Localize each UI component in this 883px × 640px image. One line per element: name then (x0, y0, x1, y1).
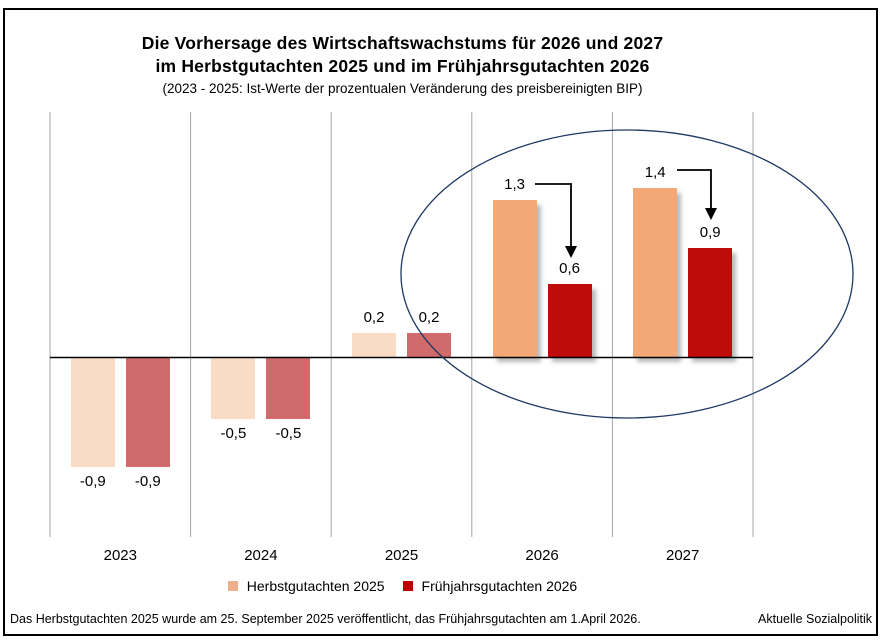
value-label-2025-series2: 0,2 (418, 308, 440, 326)
legend-swatch-2 (402, 581, 413, 591)
value-label-2027-series1: 1,4 (644, 163, 666, 181)
legend-label-1: Herbstgutachten 2025 (246, 578, 385, 594)
x-axis-label-2023: 2023 (103, 547, 137, 564)
legend-swatch-1 (227, 581, 238, 591)
x-axis-label-2024: 2024 (244, 547, 278, 564)
chart-subtitle: (2023 - 2025: Ist-Werte der prozentualen… (162, 81, 643, 96)
legend-item-2: Frühjahrsgutachten 2026 (402, 578, 578, 594)
bar-2027-series1 (633, 187, 678, 357)
value-label-2025-series1: 0,2 (363, 308, 385, 326)
x-axis-label-2025: 2025 (384, 547, 419, 564)
footer-note: Das Herbstgutachten 2025 wurde am 25. Se… (10, 612, 641, 626)
chart-title-line1: Die Vorhersage des Wirtschaftswachstums … (141, 33, 664, 53)
chart-title-line2: im Herbstgutachten 2025 und im Frühjahrs… (155, 56, 650, 76)
bar-2027-series2 (688, 248, 733, 357)
value-label-2027-series2: 0,9 (699, 224, 721, 242)
value-label-2023-series2: -0,9 (134, 472, 161, 490)
chart-border-frame (3, 8, 878, 636)
bar-2026-series2 (547, 284, 592, 357)
x-axis-label-2027: 2027 (666, 547, 700, 564)
bar-2023-series1 (70, 358, 115, 467)
bar-2024-series2 (266, 358, 311, 419)
footer-source: Aktuelle Sozialpolitik (758, 612, 872, 626)
value-label-2026-series2: 0,6 (559, 260, 581, 278)
bar-2023-series2 (125, 358, 170, 467)
value-label-2024-series1: -0,5 (220, 424, 247, 442)
footer-bar: Das Herbstgutachten 2025 wurde am 25. Se… (10, 612, 872, 626)
bar-2024-series1 (211, 358, 256, 419)
bar-2025-series1 (352, 332, 396, 357)
value-label-2026-series1: 1,3 (504, 175, 526, 193)
legend-label-2: Frühjahrsgutachten 2026 (421, 578, 578, 594)
bar-2025-series2 (407, 332, 451, 357)
x-axis-label-2026: 2026 (525, 547, 559, 564)
value-label-2023-series1: -0,9 (79, 472, 106, 490)
chart-legend: Herbstgutachten 2025 Frühjahrsgutachten 2… (0, 578, 805, 594)
legend-item-1: Herbstgutachten 2025 (227, 578, 385, 594)
value-label-2024-series2: -0,5 (275, 424, 302, 442)
bar-2026-series1 (492, 199, 537, 357)
